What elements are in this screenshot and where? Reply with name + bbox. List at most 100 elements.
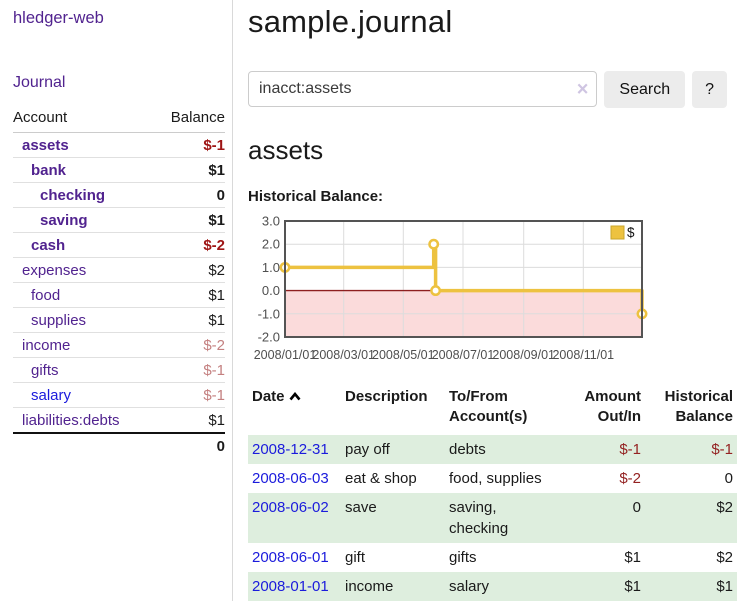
account-link[interactable]: cash — [31, 236, 66, 254]
register-header-date[interactable]: Date — [248, 385, 345, 435]
svg-text:3.0: 3.0 — [262, 214, 280, 229]
account-link[interactable]: expenses — [22, 261, 87, 279]
register-header-row: Date Description To/From Account(s) Amou… — [248, 385, 737, 435]
account-link[interactable]: liabilities:debts — [22, 411, 120, 429]
account-balance: $-1 — [153, 382, 225, 408]
account-row: salary $-1 — [13, 382, 225, 408]
register-table-body: 2008-12-31 pay off debts $-1 $-1 2008-06-03 ea… — [248, 434, 737, 601]
account-balance: $-1 — [153, 357, 225, 383]
transaction-balance: $2 — [716, 498, 733, 516]
account-row: saving $1 — [13, 207, 225, 233]
account-balance: 0 — [153, 182, 225, 208]
register-row: 2008-06-03 eat & shop food, supplies $-2 0 — [248, 464, 737, 493]
account-balance: $2 — [153, 257, 225, 283]
account-balance: $1 — [153, 282, 225, 308]
account-balance: $1 — [153, 207, 225, 233]
transaction-balance: $1 — [716, 577, 733, 595]
transaction-balance: 0 — [724, 469, 733, 487]
account-row: expenses $2 — [13, 257, 225, 283]
account-balance: $-2 — [153, 232, 225, 258]
transaction-balance: $2 — [716, 548, 733, 566]
accounts-table-body: assets $-1 bank $1 checking 0 saving $1 cash $-2 e… — [13, 132, 225, 434]
transaction-description: save — [345, 498, 377, 516]
transaction-date-link[interactable]: 2008-06-03 — [252, 469, 329, 487]
search-row: × Search ? — [248, 71, 727, 108]
chart-title: Historical Balance: — [248, 188, 384, 205]
svg-text:2008/05/01: 2008/05/01 — [372, 348, 435, 362]
transaction-description: eat & shop — [345, 469, 417, 487]
transaction-accounts: debts — [449, 440, 486, 458]
account-row: food $1 — [13, 282, 225, 308]
search-input[interactable] — [248, 71, 598, 107]
app-title-link[interactable]: hledger-web — [13, 9, 104, 27]
account-link[interactable]: income — [22, 336, 71, 354]
svg-text:2.0: 2.0 — [262, 237, 280, 252]
accounts-total-spacer — [13, 433, 154, 459]
account-row: income $-2 — [13, 332, 225, 358]
account-link[interactable]: saving — [40, 211, 88, 229]
account-link[interactable]: food — [31, 286, 61, 304]
transaction-date-link[interactable]: 2008-06-01 — [252, 548, 329, 566]
svg-text:1.0: 1.0 — [262, 260, 280, 275]
account-link[interactable]: salary — [31, 386, 72, 404]
svg-text:2008/07/01: 2008/07/01 — [432, 348, 495, 362]
account-row: supplies $1 — [13, 307, 225, 333]
account-row: bank $1 — [13, 157, 225, 183]
transaction-accounts: saving, checking — [449, 498, 509, 537]
svg-text:-1.0: -1.0 — [258, 306, 280, 321]
accounts-total-row: 0 — [13, 433, 225, 459]
account-row: gifts $-1 — [13, 357, 225, 383]
register-row: 2008-12-31 pay off debts $-1 $-1 — [248, 434, 737, 464]
account-balance: $1 — [153, 307, 225, 333]
svg-text:-2.0: -2.0 — [258, 330, 280, 345]
transaction-date-link[interactable]: 2008-01-01 — [252, 577, 329, 595]
clear-search-icon[interactable]: × — [576, 78, 589, 101]
page-title: sample.journal — [248, 4, 453, 39]
register-header-description: Description — [345, 388, 428, 405]
svg-text:2008/11/01: 2008/11/01 — [552, 348, 614, 362]
register-table: Date Description To/From Account(s) Amou… — [248, 385, 737, 601]
transaction-amount: $1 — [624, 548, 641, 566]
transaction-amount: $-1 — [619, 440, 641, 458]
sidebar-item-journal[interactable]: Journal — [13, 74, 66, 91]
account-link[interactable]: assets — [22, 136, 69, 154]
account-row: liabilities:debts $1 — [13, 407, 225, 434]
account-link[interactable]: bank — [31, 161, 67, 179]
help-button[interactable]: ? — [692, 71, 727, 108]
account-link[interactable]: supplies — [31, 311, 87, 329]
transaction-amount: $1 — [624, 577, 641, 595]
accounts-total-value: 0 — [216, 438, 225, 455]
transaction-amount: $-2 — [619, 469, 641, 487]
register-header-accounts: To/From Account(s) — [449, 388, 528, 426]
account-link[interactable]: checking — [40, 186, 106, 204]
sort-ascending-icon — [289, 387, 301, 407]
register-row: 2008-01-01 income salary $1 $1 — [248, 571, 737, 601]
register-header-amount: Amount Out/In — [584, 388, 641, 426]
register-header-balance: Historical Balance — [664, 388, 733, 426]
historical-balance-chart: $3.0 2.0 1.0 0.0 -1.0 -2.0 2008/01/01 2008/03/0… — [248, 214, 727, 363]
svg-text:0.0: 0.0 — [262, 283, 280, 298]
accounts-header-account: Account — [13, 106, 154, 133]
transaction-accounts: food, supplies — [449, 469, 542, 487]
search-button[interactable]: Search — [604, 71, 686, 108]
main-content: sample.journal × Search ? assets Histori… — [233, 0, 737, 601]
transaction-description: income — [345, 577, 394, 595]
legend-label: $ — [627, 225, 635, 240]
svg-text:2008/01/01: 2008/01/01 — [254, 348, 317, 362]
transaction-amount: 0 — [632, 498, 641, 516]
transaction-balance: $-1 — [711, 440, 733, 458]
search-box: × — [248, 71, 598, 108]
register-row: 2008-06-01 gift gifts $1 $2 — [248, 543, 737, 572]
accounts-header-balance: Balance — [153, 106, 225, 133]
transaction-description: gift — [345, 548, 366, 566]
account-link[interactable]: gifts — [31, 361, 59, 379]
transaction-accounts: gifts — [449, 548, 477, 566]
account-section-title: assets — [248, 135, 324, 165]
transaction-date-link[interactable]: 2008-06-02 — [252, 498, 329, 516]
account-balance: $-2 — [153, 332, 225, 358]
account-balance: $1 — [153, 407, 225, 434]
transaction-date-link[interactable]: 2008-12-31 — [252, 440, 329, 458]
balance-chart-svg: $3.0 2.0 1.0 0.0 -1.0 -2.0 2008/01/012008/03/0… — [254, 214, 648, 362]
accounts-table: Account Balance assets $-1 bank $1 checking 0… — [13, 106, 225, 459]
account-row: cash $-2 — [13, 232, 225, 258]
